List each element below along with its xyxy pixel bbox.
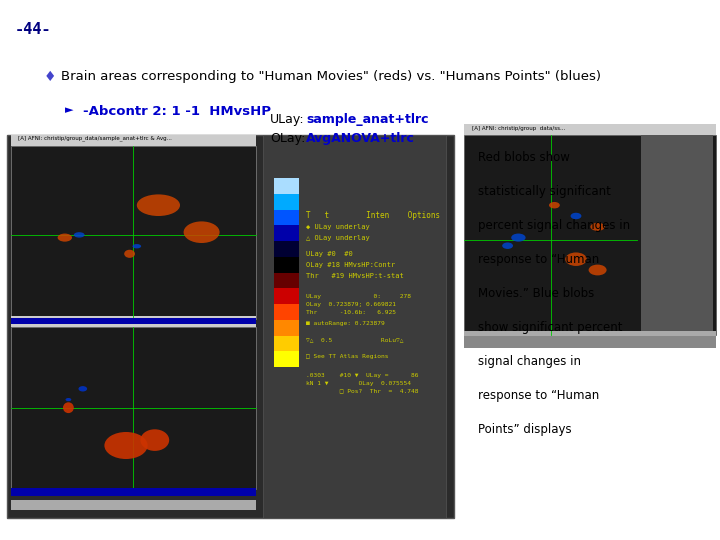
FancyBboxPatch shape: [274, 178, 299, 194]
Ellipse shape: [565, 252, 587, 266]
Text: T   t        Inten    Options: T t Inten Options: [306, 211, 440, 220]
Text: OLay:: OLay:: [270, 132, 305, 145]
Ellipse shape: [140, 429, 169, 451]
FancyBboxPatch shape: [464, 331, 716, 338]
Text: response to “Human: response to “Human: [478, 253, 599, 266]
FancyBboxPatch shape: [11, 500, 256, 510]
FancyBboxPatch shape: [274, 210, 299, 226]
Text: Thr   #19 HMvsHP:t-stat: Thr #19 HMvsHP:t-stat: [306, 273, 404, 279]
FancyBboxPatch shape: [274, 288, 299, 304]
FancyBboxPatch shape: [274, 273, 299, 288]
Text: -44-: -44-: [14, 22, 51, 37]
Text: Red blobs show: Red blobs show: [478, 151, 570, 164]
Ellipse shape: [549, 202, 560, 208]
FancyBboxPatch shape: [274, 304, 299, 320]
FancyBboxPatch shape: [263, 135, 446, 518]
Text: -Abcontr 2: 1 -1  HMvsHP: -Abcontr 2: 1 -1 HMvsHP: [83, 105, 271, 118]
FancyBboxPatch shape: [274, 352, 299, 367]
Text: ◆ ULay underlay: ◆ ULay underlay: [306, 224, 370, 230]
Text: signal changes in: signal changes in: [478, 355, 581, 368]
Text: ULay              0:     278: ULay 0: 278: [306, 294, 411, 299]
Ellipse shape: [66, 398, 71, 401]
Ellipse shape: [184, 221, 220, 243]
Text: ♦: ♦: [43, 70, 55, 84]
Text: .0303    #10 ▼  ULay =      86: .0303 #10 ▼ ULay = 86: [306, 373, 418, 377]
FancyBboxPatch shape: [274, 257, 299, 273]
FancyBboxPatch shape: [274, 226, 299, 241]
Text: Brain areas corresponding to "Human Movies" (reds) vs. "Humans Points" (blues): Brain areas corresponding to "Human Movi…: [61, 70, 601, 83]
Ellipse shape: [78, 386, 87, 391]
Text: [A] AFNI: christip/group_data/sample_anat+tlrc & Avg...: [A] AFNI: christip/group_data/sample_ana…: [18, 135, 172, 140]
FancyBboxPatch shape: [7, 135, 454, 518]
FancyBboxPatch shape: [464, 336, 716, 348]
Text: show significant percent: show significant percent: [478, 321, 623, 334]
Text: Thr      -10.6b:   6.925: Thr -10.6b: 6.925: [306, 310, 396, 315]
FancyBboxPatch shape: [274, 194, 299, 210]
Ellipse shape: [104, 432, 148, 459]
Text: response to “Human: response to “Human: [478, 389, 599, 402]
Ellipse shape: [58, 233, 72, 241]
Text: [A] AFNI: christip/group  data/ss...: [A] AFNI: christip/group data/ss...: [472, 126, 565, 131]
Text: OLay  0.723879; 0.669821: OLay 0.723879; 0.669821: [306, 302, 396, 307]
Ellipse shape: [590, 222, 605, 231]
Text: ULay:: ULay:: [270, 113, 305, 126]
Text: Points” displays: Points” displays: [478, 423, 572, 436]
FancyBboxPatch shape: [464, 124, 716, 135]
Text: △ OLay underlay: △ OLay underlay: [306, 235, 370, 241]
Text: AvgANOVA+tlrc: AvgANOVA+tlrc: [306, 132, 415, 145]
Ellipse shape: [589, 265, 606, 275]
Text: [A] AFNI: christip/group data/sample anat+: [A] AFNI: christip/group data/sample ana…: [18, 319, 138, 324]
Text: □ Pos?  Thr  =  4.748: □ Pos? Thr = 4.748: [306, 389, 418, 394]
Text: ■ autoRange: 0.723879: ■ autoRange: 0.723879: [306, 321, 384, 326]
Text: ULay #0  #0: ULay #0 #0: [306, 251, 353, 257]
Text: statistically significant: statistically significant: [478, 185, 611, 198]
FancyBboxPatch shape: [11, 318, 256, 324]
Ellipse shape: [511, 233, 526, 241]
Ellipse shape: [73, 232, 85, 238]
FancyBboxPatch shape: [11, 327, 256, 489]
FancyBboxPatch shape: [11, 135, 256, 146]
FancyBboxPatch shape: [464, 135, 716, 335]
Ellipse shape: [503, 242, 513, 249]
Ellipse shape: [132, 244, 141, 248]
Ellipse shape: [124, 249, 135, 258]
Text: ►: ►: [65, 105, 73, 116]
FancyBboxPatch shape: [274, 320, 299, 336]
FancyBboxPatch shape: [274, 336, 299, 352]
Text: kN 1 ▼        OLay  0.075554: kN 1 ▼ OLay 0.075554: [306, 381, 411, 386]
Text: sample_anat+tlrc: sample_anat+tlrc: [306, 113, 428, 126]
FancyBboxPatch shape: [11, 316, 256, 327]
Text: Movies.” Blue blobs: Movies.” Blue blobs: [478, 287, 594, 300]
Ellipse shape: [137, 194, 180, 216]
Text: percent signal changes in: percent signal changes in: [478, 219, 630, 232]
FancyBboxPatch shape: [274, 241, 299, 257]
Text: □ See TT Atlas Regions: □ See TT Atlas Regions: [306, 354, 389, 359]
Text: ▽△  0.5             RoLu▽△: ▽△ 0.5 RoLu▽△: [306, 338, 403, 342]
FancyBboxPatch shape: [641, 135, 713, 335]
Ellipse shape: [570, 213, 582, 219]
FancyBboxPatch shape: [11, 488, 256, 496]
FancyBboxPatch shape: [11, 146, 256, 319]
Text: OLay #18 HMvsHP:Contr: OLay #18 HMvsHP:Contr: [306, 262, 395, 268]
Ellipse shape: [63, 402, 74, 413]
